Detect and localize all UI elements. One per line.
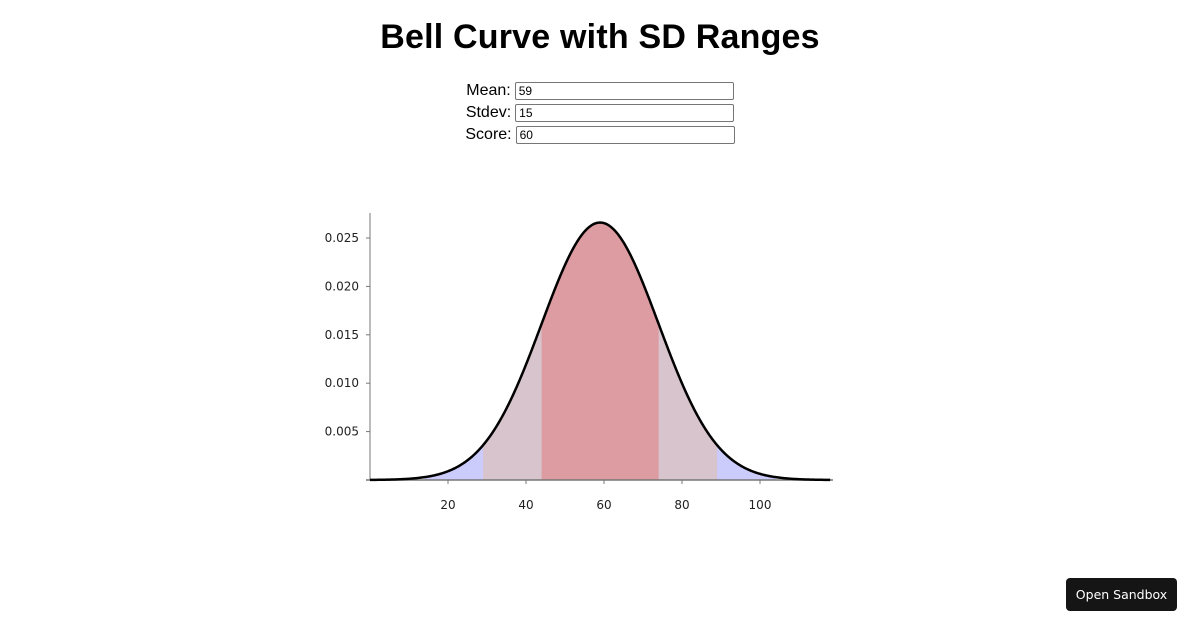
x-tick-label: 60 [596, 498, 611, 512]
axes: 0.005 0.010 0.015 0.020 0.025 20 40 60 80 100 [325, 213, 833, 512]
score-input[interactable] [515, 126, 735, 144]
x-tick-label: 80 [674, 498, 689, 512]
stdev-input[interactable] [515, 104, 735, 122]
stdev-row: Stdev: [0, 102, 1200, 124]
x-tick-label: 100 [749, 498, 772, 512]
mean-row: Mean: [0, 80, 1200, 102]
y-tick-label: 0.025 [325, 231, 359, 245]
x-tick-label: 20 [440, 498, 455, 512]
y-tick-label: 0.020 [325, 279, 359, 293]
bell-curve-line [369, 221, 831, 482]
mean-label: Mean: [466, 82, 511, 99]
y-tick-label: 0.010 [325, 376, 359, 390]
x-tick-label: 40 [518, 498, 533, 512]
mean-input[interactable] [514, 82, 734, 100]
sd-band-1 [541, 222, 659, 481]
y-tick-label: 0.015 [325, 328, 359, 342]
parameters-form: Mean: Stdev: Score: [0, 80, 1200, 146]
open-sandbox-button[interactable]: Open Sandbox [1066, 578, 1177, 611]
score-label: Score: [465, 126, 512, 143]
page-title: Bell Curve with SD Ranges [380, 18, 820, 56]
score-row: Score: [0, 124, 1200, 146]
stdev-label: Stdev: [465, 104, 512, 121]
sd-bands [424, 222, 776, 481]
y-tick-label: 0.005 [325, 425, 359, 439]
